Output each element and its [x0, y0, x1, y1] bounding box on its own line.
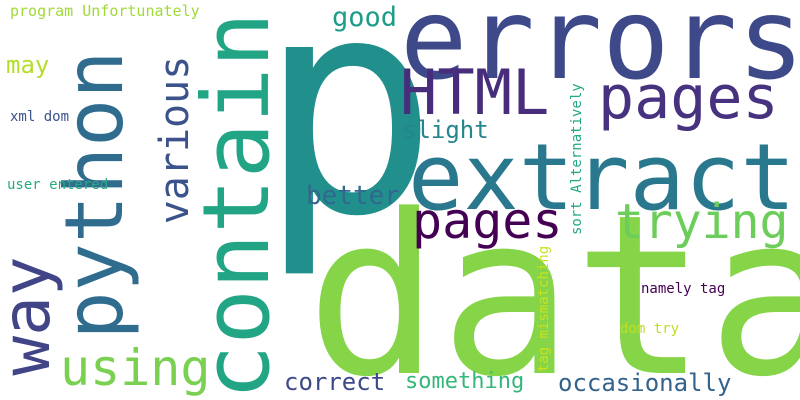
- word-p: p: [258, 0, 439, 282]
- word-better: better: [306, 181, 400, 211]
- word-namely-tag: namely tag: [641, 281, 726, 297]
- word-occasionally: occasionally: [558, 369, 732, 397]
- word-program-unfortunately: program Unfortunately: [10, 2, 200, 20]
- word-html: HTML: [400, 56, 550, 129]
- word-pages-2: pages: [412, 192, 563, 250]
- word-slight: slight: [402, 116, 489, 144]
- word-dom-try: dom try: [620, 321, 680, 337]
- word-sort-alternatively: sort Alternatively: [569, 83, 585, 235]
- word-using: using: [60, 339, 211, 397]
- word-trying: trying: [615, 194, 789, 250]
- word-correct: correct: [284, 368, 386, 396]
- word-various: various: [152, 55, 198, 225]
- word-tag-mismatching: tag mismatching: [536, 245, 552, 373]
- word-may: may: [6, 51, 50, 79]
- word-user-entered: user entered: [7, 177, 109, 193]
- word-data: data: [306, 168, 800, 400]
- word-pages-1: pages: [598, 63, 779, 133]
- word-errors: errors: [400, 0, 800, 105]
- word-something: something: [405, 369, 525, 394]
- word-way: way: [0, 256, 65, 376]
- word-extract: extract: [408, 124, 796, 231]
- word-xml-dom: xml dom: [10, 109, 70, 125]
- word-good: good: [332, 2, 398, 33]
- word-python: python: [48, 50, 141, 340]
